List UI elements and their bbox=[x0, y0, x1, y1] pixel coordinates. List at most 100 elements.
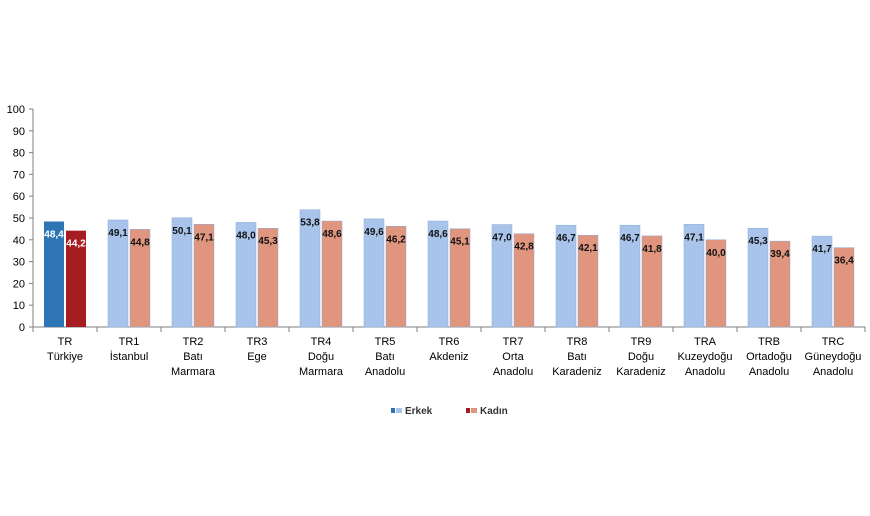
legend: Erkek Kadın bbox=[391, 406, 508, 417]
legend-swatch-kadin-light bbox=[471, 408, 477, 413]
y-tick-label: 30 bbox=[13, 257, 25, 269]
category-label: TR4 bbox=[311, 336, 332, 348]
data-label: 48,6 bbox=[322, 229, 342, 240]
legend-label-kadin: Kadın bbox=[480, 406, 508, 417]
category-label: Ortadoğu bbox=[746, 351, 792, 363]
data-label: 48,0 bbox=[236, 230, 256, 241]
data-label: 47,1 bbox=[684, 232, 704, 243]
data-label: 46,7 bbox=[556, 233, 576, 244]
bar-kadin-36,4 bbox=[833, 247, 855, 328]
bar-kadin-42,1 bbox=[577, 234, 599, 328]
bar-erkek-47,0 bbox=[491, 224, 513, 328]
data-label: 45,1 bbox=[450, 237, 470, 248]
data-label: 49,1 bbox=[108, 228, 128, 239]
category-label: Marmara bbox=[299, 366, 344, 378]
legend-swatch-erkek-dark bbox=[391, 408, 395, 413]
bar-erkek-46,7 bbox=[555, 224, 577, 328]
bar-erkek-48,0 bbox=[235, 222, 257, 328]
bar-kadin-40,0 bbox=[705, 239, 727, 328]
data-label: 46,2 bbox=[386, 234, 406, 245]
data-label: 44,2 bbox=[66, 239, 86, 250]
category-label: Batı bbox=[567, 351, 587, 363]
legend-label-erkek: Erkek bbox=[405, 406, 433, 417]
category-label: TR6 bbox=[439, 336, 460, 348]
category-label: Anadolu bbox=[749, 366, 789, 378]
data-label: 47,0 bbox=[492, 233, 512, 244]
data-label: 45,3 bbox=[258, 236, 278, 247]
data-labels: 48,444,249,144,850,147,1 48,045,353,848,6… bbox=[44, 218, 854, 267]
category-label: Orta bbox=[502, 351, 524, 363]
bar-kadin-45,1 bbox=[449, 228, 471, 328]
data-label: 47,1 bbox=[194, 232, 214, 243]
category-label: Doğu bbox=[308, 351, 334, 363]
data-label: 50,1 bbox=[172, 226, 192, 237]
bar-kadin-48,6 bbox=[321, 220, 343, 328]
bar-series bbox=[44, 209, 855, 328]
bar-kadin-47,1 bbox=[193, 224, 215, 328]
category-label: TR bbox=[58, 336, 73, 348]
category-label: Karadeniz bbox=[616, 366, 666, 378]
bar-erkek-41,7 bbox=[811, 235, 833, 328]
category-label: Batı bbox=[183, 351, 203, 363]
category-label: Güneydoğu bbox=[805, 351, 862, 363]
category-label: Karadeniz bbox=[552, 366, 602, 378]
data-label: 49,6 bbox=[364, 227, 384, 238]
legend-swatch-kadin-dark bbox=[466, 408, 470, 413]
bar-erkek-47,1 bbox=[683, 224, 705, 328]
category-label: Batı bbox=[375, 351, 395, 363]
data-label: 48,4 bbox=[44, 229, 64, 240]
category-label: Akdeniz bbox=[429, 351, 468, 363]
data-label: 36,4 bbox=[834, 256, 854, 267]
y-tick-label: 90 bbox=[13, 126, 25, 138]
category-label: TR2 bbox=[183, 336, 204, 348]
category-label: Doğu bbox=[628, 351, 654, 363]
category-label: Anadolu bbox=[685, 366, 725, 378]
category-label: İstanbul bbox=[110, 350, 149, 363]
bar-kadin-44,8 bbox=[129, 229, 151, 328]
y-tick-label: 80 bbox=[13, 148, 25, 160]
data-label: 53,8 bbox=[300, 218, 320, 229]
bar-kadin-44,2 bbox=[66, 230, 86, 327]
y-tick-label: 70 bbox=[13, 169, 25, 181]
category-label: TR3 bbox=[247, 336, 268, 348]
bar-kadin-39,4 bbox=[769, 240, 791, 328]
data-label: 40,0 bbox=[706, 248, 726, 259]
y-tick-label: 0 bbox=[19, 322, 25, 334]
data-label: 39,4 bbox=[770, 249, 790, 260]
data-label: 41,8 bbox=[642, 244, 662, 255]
category-label: Kuzeydoğu bbox=[677, 351, 732, 363]
category-label: TR9 bbox=[631, 336, 652, 348]
category-label: Marmara bbox=[171, 366, 216, 378]
data-label: 41,7 bbox=[812, 244, 832, 255]
y-axis-ticks: 0 10 20 30 40 50 60 70 80 90 100 bbox=[7, 104, 866, 334]
bar-erkek-49,1 bbox=[107, 219, 129, 328]
category-label: TRB bbox=[758, 336, 780, 348]
y-tick-label: 60 bbox=[13, 191, 25, 203]
category-label: TR1 bbox=[119, 336, 140, 348]
bar-erkek-48,6 bbox=[427, 220, 449, 328]
category-label: TR7 bbox=[503, 336, 524, 348]
data-label: 45,3 bbox=[748, 236, 768, 247]
y-tick-label: 100 bbox=[7, 104, 25, 116]
y-tick-label: 10 bbox=[13, 300, 25, 312]
data-label: 42,1 bbox=[578, 243, 598, 254]
data-label: 42,8 bbox=[514, 242, 534, 253]
y-tick-label: 20 bbox=[13, 278, 25, 290]
bar-erkek-45,3 bbox=[747, 227, 769, 328]
category-labels: TR Türkiye TR1 İstanbul TR2 Batı Marmara TR3 Ege… bbox=[47, 336, 861, 378]
legend-swatch-erkek-light bbox=[396, 408, 402, 413]
bar-kadin-42,8 bbox=[513, 233, 535, 328]
y-tick-label: 50 bbox=[13, 213, 25, 225]
category-label: TR8 bbox=[567, 336, 588, 348]
category-label: Ege bbox=[247, 351, 267, 363]
category-label: Anadolu bbox=[493, 366, 533, 378]
data-label: 44,8 bbox=[130, 237, 150, 248]
category-label: TRA bbox=[694, 336, 717, 348]
y-tick-label: 40 bbox=[13, 235, 25, 247]
bar-erkek-46,7 bbox=[619, 224, 641, 328]
bar-kadin-45,3 bbox=[257, 227, 279, 328]
data-label: 48,6 bbox=[428, 229, 448, 240]
bar-erkek-53,8 bbox=[299, 209, 321, 328]
category-label: Anadolu bbox=[813, 366, 853, 378]
